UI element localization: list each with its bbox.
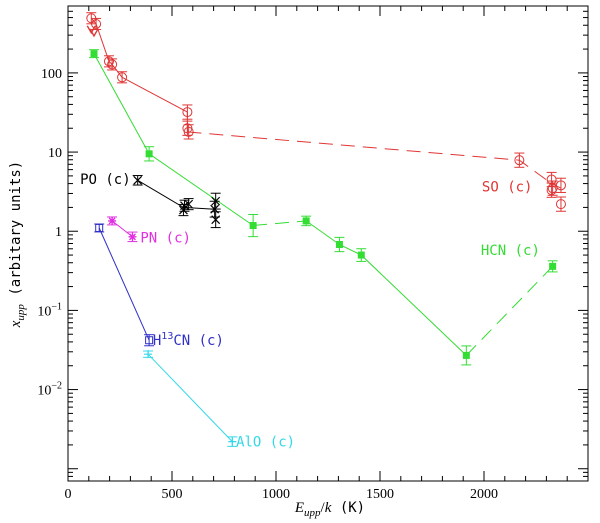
x-axis-sub: upp xyxy=(304,507,321,519)
marker-circle xyxy=(555,199,566,210)
so-c-point xyxy=(107,58,118,71)
marker-square xyxy=(249,222,257,230)
po-c-label: PO (c) xyxy=(80,172,131,188)
so-c-point xyxy=(182,120,193,136)
marker-open-square xyxy=(95,223,104,232)
alo-c-point xyxy=(143,350,154,359)
pn-c-label: PN (c) xyxy=(140,231,191,247)
hcn-c-point xyxy=(301,215,312,227)
so-c-point xyxy=(182,104,193,120)
hcn-c-point xyxy=(248,213,259,238)
po-c-point xyxy=(210,211,221,229)
so-c-point xyxy=(514,152,525,168)
marker-circle xyxy=(183,126,194,137)
marker-star xyxy=(128,232,137,241)
marker-star xyxy=(108,216,117,225)
hcn-c-point xyxy=(356,248,367,262)
h13cn-c-point xyxy=(144,334,155,347)
marker-plus xyxy=(144,350,153,359)
marker-square xyxy=(462,351,470,359)
y-tick-label: 100 xyxy=(41,67,62,82)
po-c-point xyxy=(210,192,221,210)
po-c-line xyxy=(137,179,215,210)
x-axis-var: E xyxy=(294,500,304,516)
marker-square xyxy=(335,240,343,248)
marker-circle xyxy=(182,107,193,118)
hcn-c-point xyxy=(144,146,155,162)
so-c-point xyxy=(546,182,557,198)
alo-c-label: AlO (c) xyxy=(236,435,295,451)
pn-c-line xyxy=(111,220,133,238)
marker-open-square xyxy=(145,336,154,345)
hcn-c-label: HCN (c) xyxy=(481,243,540,259)
hcn-c-line xyxy=(305,220,467,356)
pn-c-point xyxy=(107,216,118,226)
tick-labels: 0 500 1000 1500 2000 100 10 1 10−1 10−2 xyxy=(37,67,498,502)
marker-square xyxy=(302,217,310,225)
hcn-c-dashed-line xyxy=(253,220,307,226)
so-c-label: SO (c) xyxy=(482,179,533,195)
marker-cross xyxy=(184,199,194,209)
marker-square xyxy=(549,262,557,270)
x-axis-slash: / xyxy=(321,500,326,516)
marker-square xyxy=(90,50,98,58)
y-tick-label: 10−1 xyxy=(37,301,62,319)
y-tick-label: 10 xyxy=(48,146,62,161)
x-tick-label: 2000 xyxy=(470,487,498,502)
series-points xyxy=(86,12,566,447)
marker-plus xyxy=(228,437,237,446)
marker-cross xyxy=(133,175,143,185)
x-tick-label: 0 xyxy=(65,487,72,502)
x-axis-unit: (K) xyxy=(331,500,365,516)
x-tick-label: 1000 xyxy=(262,487,290,502)
y-axis-rest: (arbitary units) xyxy=(8,161,24,304)
y-tick-label: 10−2 xyxy=(37,381,62,399)
so-c-point xyxy=(555,196,566,212)
alo-c-line xyxy=(147,353,233,442)
axes xyxy=(67,5,589,482)
x-tick-label: 500 xyxy=(162,487,183,502)
alo-c-point xyxy=(227,436,238,447)
marker-circle xyxy=(103,56,114,67)
so-c-upper-limit xyxy=(86,25,96,35)
hcn-c-point xyxy=(334,236,345,253)
hcn-c-point xyxy=(461,345,472,366)
h13cn-c-label: H13CN (c) xyxy=(153,331,224,349)
marker-cross xyxy=(211,215,221,225)
series-labels: SO (c) HCN (c) PO (c) PN (c) H13CN (c) AlO (c… xyxy=(80,172,540,451)
marker-circle xyxy=(546,185,557,196)
marker-circle xyxy=(555,180,566,191)
x-axis-title: Eupp/k (K) xyxy=(294,500,365,519)
so-c-upper-limit xyxy=(89,28,99,38)
h13cn-c-point xyxy=(94,223,105,233)
hcn-c-dashed-line xyxy=(465,266,553,356)
marker-circle xyxy=(514,155,525,166)
so-c-point xyxy=(117,71,128,84)
so-c-point xyxy=(555,177,566,193)
x-axis-k: k xyxy=(325,500,332,516)
x-tick-label: 1500 xyxy=(366,487,394,502)
y-axis-title: xupp (arbitary units) xyxy=(8,161,27,328)
marker-circle xyxy=(117,72,128,83)
h13cn-c-line xyxy=(98,227,150,341)
so-c-point xyxy=(183,124,194,140)
hcn-c-point xyxy=(547,260,558,273)
y-axis-sub: upp xyxy=(15,304,27,321)
marker-cross xyxy=(211,196,221,206)
marker-square xyxy=(145,150,153,158)
y-tick-label: 1 xyxy=(55,225,62,240)
marker-square xyxy=(357,251,365,259)
po-c-point xyxy=(183,198,194,211)
marker-circle xyxy=(91,18,102,29)
po-c-point xyxy=(132,175,143,186)
marker-circle xyxy=(107,59,118,70)
y-axis-var: x xyxy=(8,320,24,328)
hcn-c-point xyxy=(89,49,99,59)
pn-c-point xyxy=(127,231,138,243)
